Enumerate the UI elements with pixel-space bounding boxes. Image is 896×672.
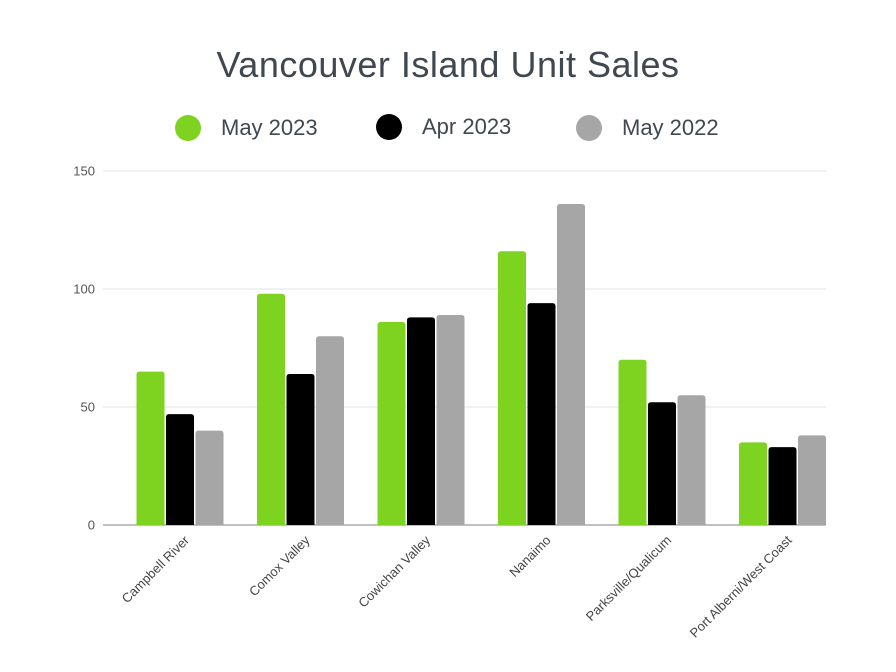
x-tick-label-campbell-river: Campbell River bbox=[119, 532, 193, 606]
bar-may-2022-nanaimo bbox=[557, 204, 585, 526]
bar-may-2023-cowichan-valley bbox=[377, 322, 406, 525]
x-tick-label-comox-valley: Comox Valley bbox=[246, 532, 313, 599]
bar-may-2023-campbell-river bbox=[136, 371, 165, 525]
legend-swatch-may-2022 bbox=[576, 115, 602, 141]
legend-label-apr-2023: Apr 2023 bbox=[422, 114, 512, 139]
x-axis-labels: Campbell River Comox Valley Cowichan Valle… bbox=[119, 532, 795, 640]
bar-may-2022-cowichan-valley bbox=[436, 314, 465, 525]
bar-may-2023-port-alberni-west-coast bbox=[739, 442, 767, 525]
bar-apr-2023-parksville-qualicum bbox=[648, 402, 676, 525]
chart-title: Vancouver Island Unit Sales bbox=[216, 44, 680, 85]
bar-may-2023-comox-valley bbox=[257, 293, 285, 525]
bars bbox=[136, 204, 826, 526]
y-tick-label-50: 50 bbox=[81, 400, 95, 415]
x-tick-label-cowichan-valley: Cowichan Valley bbox=[355, 532, 433, 610]
legend-swatch-may-2023 bbox=[175, 115, 201, 141]
bar-may-2022-campbell-river bbox=[195, 430, 224, 525]
y-tick-label-100: 100 bbox=[73, 282, 95, 297]
bar-apr-2023-cowichan-valley bbox=[407, 317, 435, 525]
legend-item-may-2023: May 2023 bbox=[175, 115, 318, 141]
legend-label-may-2022: May 2022 bbox=[622, 115, 719, 140]
x-tick-label-port-alberni-west-coast: Port Alberni/West Coast bbox=[687, 532, 795, 640]
legend-swatch-apr-2023 bbox=[376, 114, 402, 140]
x-tick-label-nanaimo: Nanaimo bbox=[506, 533, 553, 580]
bar-apr-2023-campbell-river bbox=[166, 414, 194, 525]
y-tick-label-150: 150 bbox=[73, 164, 95, 179]
bar-may-2022-port-alberni-west-coast bbox=[798, 435, 826, 525]
bar-apr-2023-nanaimo bbox=[527, 303, 556, 525]
y-axis-ticks: 0 50 100 150 bbox=[73, 164, 95, 533]
bar-may-2023-nanaimo bbox=[498, 251, 526, 526]
legend-item-may-2022: May 2022 bbox=[576, 115, 719, 141]
bar-apr-2023-comox-valley bbox=[286, 373, 315, 525]
x-tick-label-parksville-qualicum: Parksville/Qualicum bbox=[583, 533, 674, 624]
legend-item-apr-2023: Apr 2023 bbox=[376, 114, 511, 140]
bar-may-2023-parksville-qualicum bbox=[618, 359, 647, 525]
bar-may-2022-parksville-qualicum bbox=[677, 395, 706, 525]
bar-apr-2023-port-alberni-west-coast bbox=[768, 447, 797, 525]
legend-label-may-2023: May 2023 bbox=[221, 115, 318, 140]
y-tick-label-0: 0 bbox=[88, 518, 95, 533]
bar-may-2022-comox-valley bbox=[316, 336, 344, 525]
